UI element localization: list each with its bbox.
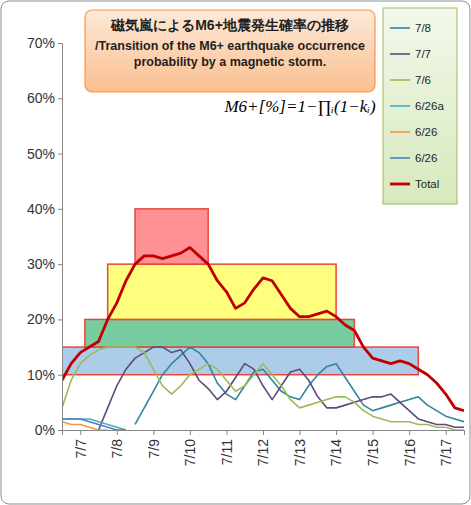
- probability-band: [108, 264, 336, 319]
- x-tick-label: 7/14: [328, 439, 344, 466]
- series-line: [135, 347, 464, 424]
- y-tick-mark: [58, 43, 62, 44]
- x-tick-label: 7/12: [255, 439, 271, 466]
- formula: M6+[%]=1−∏ᵢ(1−kᵢ): [223, 97, 376, 116]
- x-tick-label: 7/11: [219, 439, 235, 465]
- y-tick: 30%: [27, 256, 62, 272]
- series-line: [62, 419, 126, 430]
- y-axis: 0% 10% 20% 30% 40% 50% 60% 70%: [27, 35, 63, 438]
- legend-swatch: [390, 79, 410, 81]
- legend-swatch: [390, 53, 410, 55]
- y-tick-mark: [58, 264, 62, 265]
- legend-label: 7/6: [415, 74, 431, 86]
- x-tick: 7/16: [402, 430, 418, 466]
- x-tick: 7/9: [146, 430, 162, 458]
- x-tick-mark: [336, 430, 337, 435]
- legend-label: 6/26a: [415, 100, 444, 112]
- x-tick-label: 7/8: [109, 439, 125, 459]
- probability-band: [85, 319, 355, 347]
- x-tick: 7/15: [365, 430, 381, 466]
- title-background: [85, 10, 375, 92]
- y-tick: 0%: [35, 422, 62, 438]
- x-tick-mark: [409, 430, 410, 435]
- x-tick-label: 7/13: [292, 439, 308, 466]
- legend-swatch: [390, 27, 410, 29]
- x-tick-mark: [263, 430, 264, 435]
- x-tick-mark: [300, 430, 301, 435]
- y-tick-label: 50%: [27, 146, 55, 162]
- legend-swatch: [390, 157, 410, 159]
- x-tick-mark: [153, 430, 154, 435]
- y-tick-label: 0%: [35, 422, 55, 438]
- legend-label: 6/26: [415, 126, 437, 138]
- y-tick: 60%: [27, 90, 62, 106]
- series-line: [99, 347, 464, 430]
- series-line: [62, 248, 464, 411]
- legend-label: 7/7: [415, 48, 431, 60]
- subtitle-line: /Transition of the M6+ earthquake occurr…: [95, 39, 365, 53]
- x-tick: 7/7: [73, 430, 89, 458]
- y-tick: 50%: [27, 146, 62, 162]
- x-tick-mark: [190, 430, 191, 435]
- subtitle: /Transition of the M6+ earthquake occurr…: [95, 39, 365, 69]
- x-tick: 7/10: [182, 430, 198, 466]
- legend-label: 6/26: [415, 152, 437, 164]
- x-tick-label: 7/9: [146, 439, 162, 459]
- y-tick: 20%: [27, 311, 62, 327]
- x-tick: 7/13: [292, 430, 308, 466]
- legend-swatch: [390, 183, 410, 186]
- y-tick-label: 70%: [27, 35, 55, 51]
- title: 磁気嵐によるM6+地震発生確率の推移: [110, 17, 349, 33]
- legend-background: [383, 8, 457, 204]
- plot-marks: [62, 209, 464, 430]
- x-tick-mark: [373, 430, 374, 435]
- x-tick: 7/11: [219, 430, 235, 465]
- legend-label: 7/8: [415, 22, 431, 34]
- x-tick: 7/14: [328, 430, 344, 466]
- legend: 7/8 7/7 7/6 6/26a 6/26 6/26 Total: [383, 8, 457, 204]
- y-tick-label: 10%: [27, 367, 55, 383]
- chart-frame: [1, 1, 470, 504]
- y-tick-mark: [58, 430, 62, 431]
- series-line: [62, 419, 126, 430]
- x-axis-line: [63, 431, 465, 436]
- y-tick-mark: [58, 375, 62, 376]
- y-tick-label: 60%: [27, 90, 55, 106]
- y-tick-mark: [58, 319, 62, 320]
- y-tick: 40%: [27, 201, 62, 217]
- x-tick-label: 7/10: [182, 439, 198, 466]
- legend-swatch: [390, 105, 410, 107]
- legend-swatch: [390, 131, 410, 133]
- legend-label: Total: [415, 178, 439, 190]
- x-tick-label: 7/7: [73, 439, 89, 459]
- y-tick-label: 20%: [27, 311, 55, 327]
- x-tick-label: 7/16: [402, 439, 418, 466]
- x-tick-mark: [80, 430, 81, 435]
- x-tick: 7/8: [109, 430, 125, 458]
- series-line: [62, 347, 464, 430]
- chart-container: 0% 10% 20% 30% 40% 50% 60% 70% 7/7 7/8 7/9 7/10 7/11…: [0, 0, 471, 505]
- x-tick: 7/17: [438, 430, 454, 466]
- y-tick-mark: [58, 209, 62, 210]
- y-tick-mark: [58, 154, 62, 155]
- x-tick-label: 7/17: [438, 439, 454, 466]
- subtitle-line: probability by a magnetic storm.: [134, 55, 326, 69]
- x-tick-label: 7/15: [365, 439, 381, 466]
- y-tick: 10%: [27, 367, 62, 383]
- y-tick-label: 40%: [27, 201, 55, 217]
- y-tick-label: 30%: [27, 256, 55, 272]
- title-box: 磁気嵐によるM6+地震発生確率の推移/Transition of the M6+…: [85, 10, 375, 92]
- x-tick-mark: [117, 430, 118, 435]
- x-tick: 7/12: [255, 430, 271, 466]
- y-axis-line: [58, 44, 63, 431]
- y-tick: 70%: [27, 35, 62, 51]
- x-tick-mark: [226, 430, 227, 435]
- y-tick-mark: [58, 98, 62, 99]
- chart-svg: 0% 10% 20% 30% 40% 50% 60% 70% 7/7 7/8 7/9 7/10 7/11…: [0, 0, 471, 505]
- x-tick-mark: [446, 430, 447, 435]
- x-axis: 7/7 7/8 7/9 7/10 7/11 7/12 7/13 7/14 7/15 7/16 7/1…: [63, 430, 465, 466]
